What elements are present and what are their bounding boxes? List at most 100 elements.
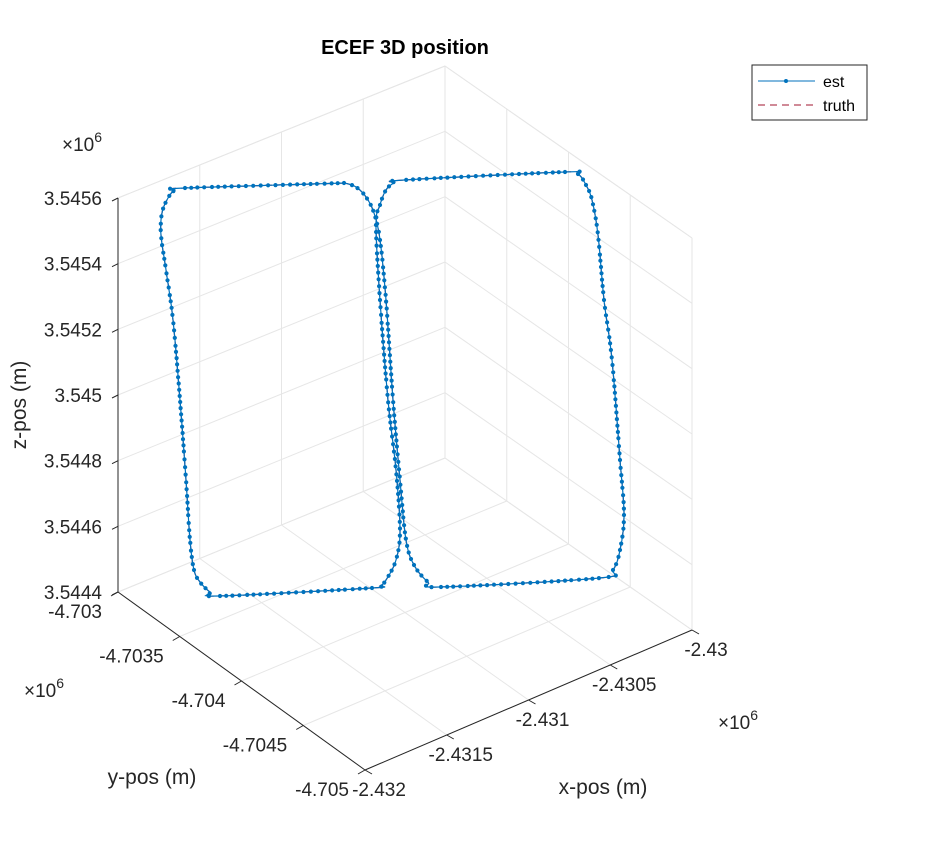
series-est-marker: [322, 181, 327, 186]
series-est-marker: [599, 271, 604, 276]
series-est-marker: [612, 384, 617, 389]
series-est-marker: [386, 400, 391, 405]
series-est-marker: [616, 444, 622, 449]
series-est-marker: [400, 502, 405, 508]
series-est-marker: [350, 587, 355, 592]
series-est-marker: [385, 313, 390, 318]
grid-line-y-floor: [179, 500, 507, 637]
series-est-marker: [388, 420, 393, 425]
series-est-marker: [499, 582, 504, 587]
series-est-marker: [188, 548, 194, 553]
legend-truth-label: truth: [823, 98, 855, 115]
series-est-marker: [393, 426, 398, 431]
series-est-marker: [384, 306, 389, 311]
series-est-marker: [159, 236, 164, 241]
series-est-marker: [383, 292, 388, 297]
series-est-marker: [458, 584, 463, 589]
series-est-marker: [621, 512, 627, 518]
series-est-marker: [258, 183, 263, 188]
series-est-marker: [377, 291, 382, 296]
series-est-marker: [607, 335, 612, 340]
series-est-marker: [379, 320, 384, 325]
series-est-marker: [601, 290, 606, 295]
series-est-marker: [495, 172, 500, 178]
series-est-marker: [389, 378, 394, 383]
series-est-marker: [506, 581, 511, 587]
series-est-marker: [330, 588, 335, 593]
series-est-marker: [513, 581, 518, 586]
series-est-marker: [224, 593, 229, 598]
series-est-marker: [369, 585, 375, 591]
y-tick: [357, 769, 366, 775]
series-est-marker: [179, 412, 184, 417]
series-est-marker: [387, 414, 392, 419]
series-est-marker: [386, 407, 391, 412]
series-est-marker: [603, 313, 609, 318]
z-tick: [111, 328, 119, 333]
series-est-marker: [389, 568, 394, 573]
legend-est-label: est: [823, 74, 845, 91]
series-est-marker: [374, 229, 379, 235]
y-axis: -4.703 -4.7035 -4.704 -4.7045 -4.705: [48, 591, 366, 801]
series-est-marker: [383, 371, 388, 376]
series-est-marker: [445, 584, 450, 589]
series-est-marker: [323, 588, 328, 593]
series-est-marker: [173, 343, 178, 348]
series-est-marker: [295, 182, 300, 187]
series-est-marker: [187, 534, 192, 540]
series-est-marker: [389, 384, 395, 389]
series-est-marker: [183, 472, 188, 477]
series-est-marker: [617, 547, 623, 553]
series-est-marker: [391, 406, 396, 411]
series-est-marker: [520, 581, 526, 586]
series-est-marker: [391, 442, 396, 447]
series-est-marker: [158, 221, 163, 226]
series-est-marker: [168, 186, 173, 191]
series-est-marker: [377, 284, 382, 289]
series-est-marker: [621, 493, 626, 498]
series-est-marker: [438, 584, 444, 590]
series-est-marker: [491, 582, 497, 587]
series-est-marker: [222, 184, 227, 189]
series-est-marker: [396, 504, 402, 509]
x-tick-label: -2.431: [516, 710, 570, 731]
series-est-marker: [402, 523, 407, 528]
series-est-marker: [382, 352, 387, 357]
series-est-marker: [587, 188, 592, 194]
series-est-marker: [258, 592, 263, 597]
series-est-marker: [389, 426, 394, 431]
series-est-marker: [618, 465, 623, 470]
series-est-marker: [598, 258, 603, 263]
series-est-marker: [336, 587, 341, 593]
series-est-marker: [171, 189, 176, 194]
series-est-marker: [375, 209, 380, 214]
series-est-marker: [158, 228, 163, 233]
series-est-marker: [371, 208, 376, 213]
series-est-marker: [178, 399, 183, 405]
series-est-marker: [237, 593, 242, 598]
series-est-marker: [390, 392, 395, 397]
series-est-marker: [251, 183, 256, 188]
series-est-marker: [175, 368, 180, 373]
series-est-marker: [203, 586, 208, 591]
series-est-marker: [404, 177, 409, 182]
axes-box: [117, 65, 693, 771]
series-est-marker: [236, 184, 241, 189]
series-est-marker: [264, 591, 270, 597]
series-est-marker: [445, 175, 450, 180]
series-est-marker: [597, 252, 603, 257]
series-est-marker: [451, 584, 456, 589]
series-est-marker: [374, 243, 379, 248]
series-est-marker: [392, 456, 397, 462]
series-est-marker: [502, 172, 508, 177]
series-est-marker: [377, 297, 383, 303]
series-est-marker: [169, 305, 174, 310]
series-est-marker: [438, 175, 443, 180]
series-est-marker: [363, 586, 368, 591]
x-axis: -2.432 -2.4315 -2.431 -2.4305 -2.43: [352, 629, 728, 801]
z-tick: [111, 197, 119, 202]
series-est-marker: [375, 263, 380, 269]
series-est-marker: [301, 589, 306, 595]
series-est-marker: [478, 583, 483, 588]
